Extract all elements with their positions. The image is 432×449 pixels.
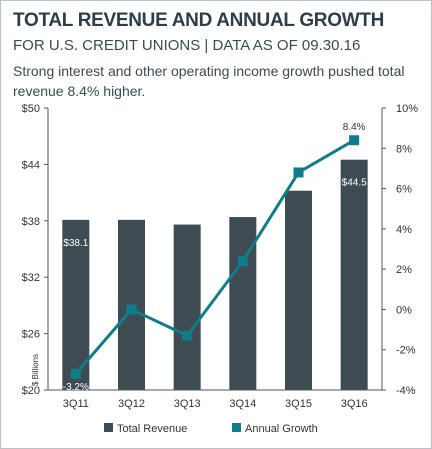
growth-marker xyxy=(349,135,360,146)
y-axis-title: $ Billions xyxy=(31,354,40,386)
legend-swatch xyxy=(232,423,241,432)
y-right-tick-label: -2% xyxy=(396,345,416,357)
x-tick-label: 3Q13 xyxy=(174,398,201,410)
data-label: -3.2% xyxy=(63,382,89,393)
x-tick-label: 3Q15 xyxy=(285,398,312,410)
growth-marker xyxy=(70,368,81,379)
y-right-tick-label: 2% xyxy=(396,264,412,276)
data-label: $44.5 xyxy=(342,178,367,189)
x-tick-label: 3Q14 xyxy=(229,398,256,410)
growth-line xyxy=(74,138,355,375)
data-label: 8.4% xyxy=(343,122,366,133)
chart-subtitle: FOR U.S. CREDIT UNIONS | DATA AS OF 09.3… xyxy=(13,37,361,54)
x-tick-label: 3Q11 xyxy=(63,398,89,410)
x-tick-label: 3Q12 xyxy=(118,398,145,410)
y-left-tick-label: $38 xyxy=(22,216,40,228)
revenue-bar xyxy=(285,190,312,390)
x-tick-label: 3Q16 xyxy=(341,398,368,410)
y-right-tick-label: 8% xyxy=(396,143,412,155)
revenue-bar xyxy=(340,159,368,390)
growth-marker xyxy=(126,304,137,315)
chart-title: TOTAL REVENUE AND ANNUAL GROWTH xyxy=(13,10,385,31)
y-left-tick-label: $26 xyxy=(22,329,40,341)
y-left-tick-label: $50 xyxy=(22,103,40,115)
growth-marker xyxy=(237,256,248,267)
data-label: $38.1 xyxy=(63,238,88,249)
y-left-tick-label: $44 xyxy=(22,159,40,171)
growth-marker xyxy=(293,167,304,178)
legend-label: Annual Growth xyxy=(245,423,318,435)
legend-label: Total Revenue xyxy=(117,423,187,435)
y-left-tick-label: $32 xyxy=(22,272,40,284)
y-left-tick-label: $20 xyxy=(22,385,40,397)
y-right-tick-label: -4% xyxy=(396,385,416,397)
revenue-bar xyxy=(173,224,201,390)
chart-description: Strong interest and other operating inco… xyxy=(13,63,405,99)
growth-marker xyxy=(182,330,193,341)
y-right-tick-label: 10% xyxy=(396,103,418,115)
y-right-tick-label: 6% xyxy=(396,184,412,196)
legend-swatch xyxy=(104,423,113,432)
revenue-bar xyxy=(229,217,257,390)
y-right-tick-label: 0% xyxy=(396,304,412,316)
y-right-tick-label: 4% xyxy=(396,224,412,236)
